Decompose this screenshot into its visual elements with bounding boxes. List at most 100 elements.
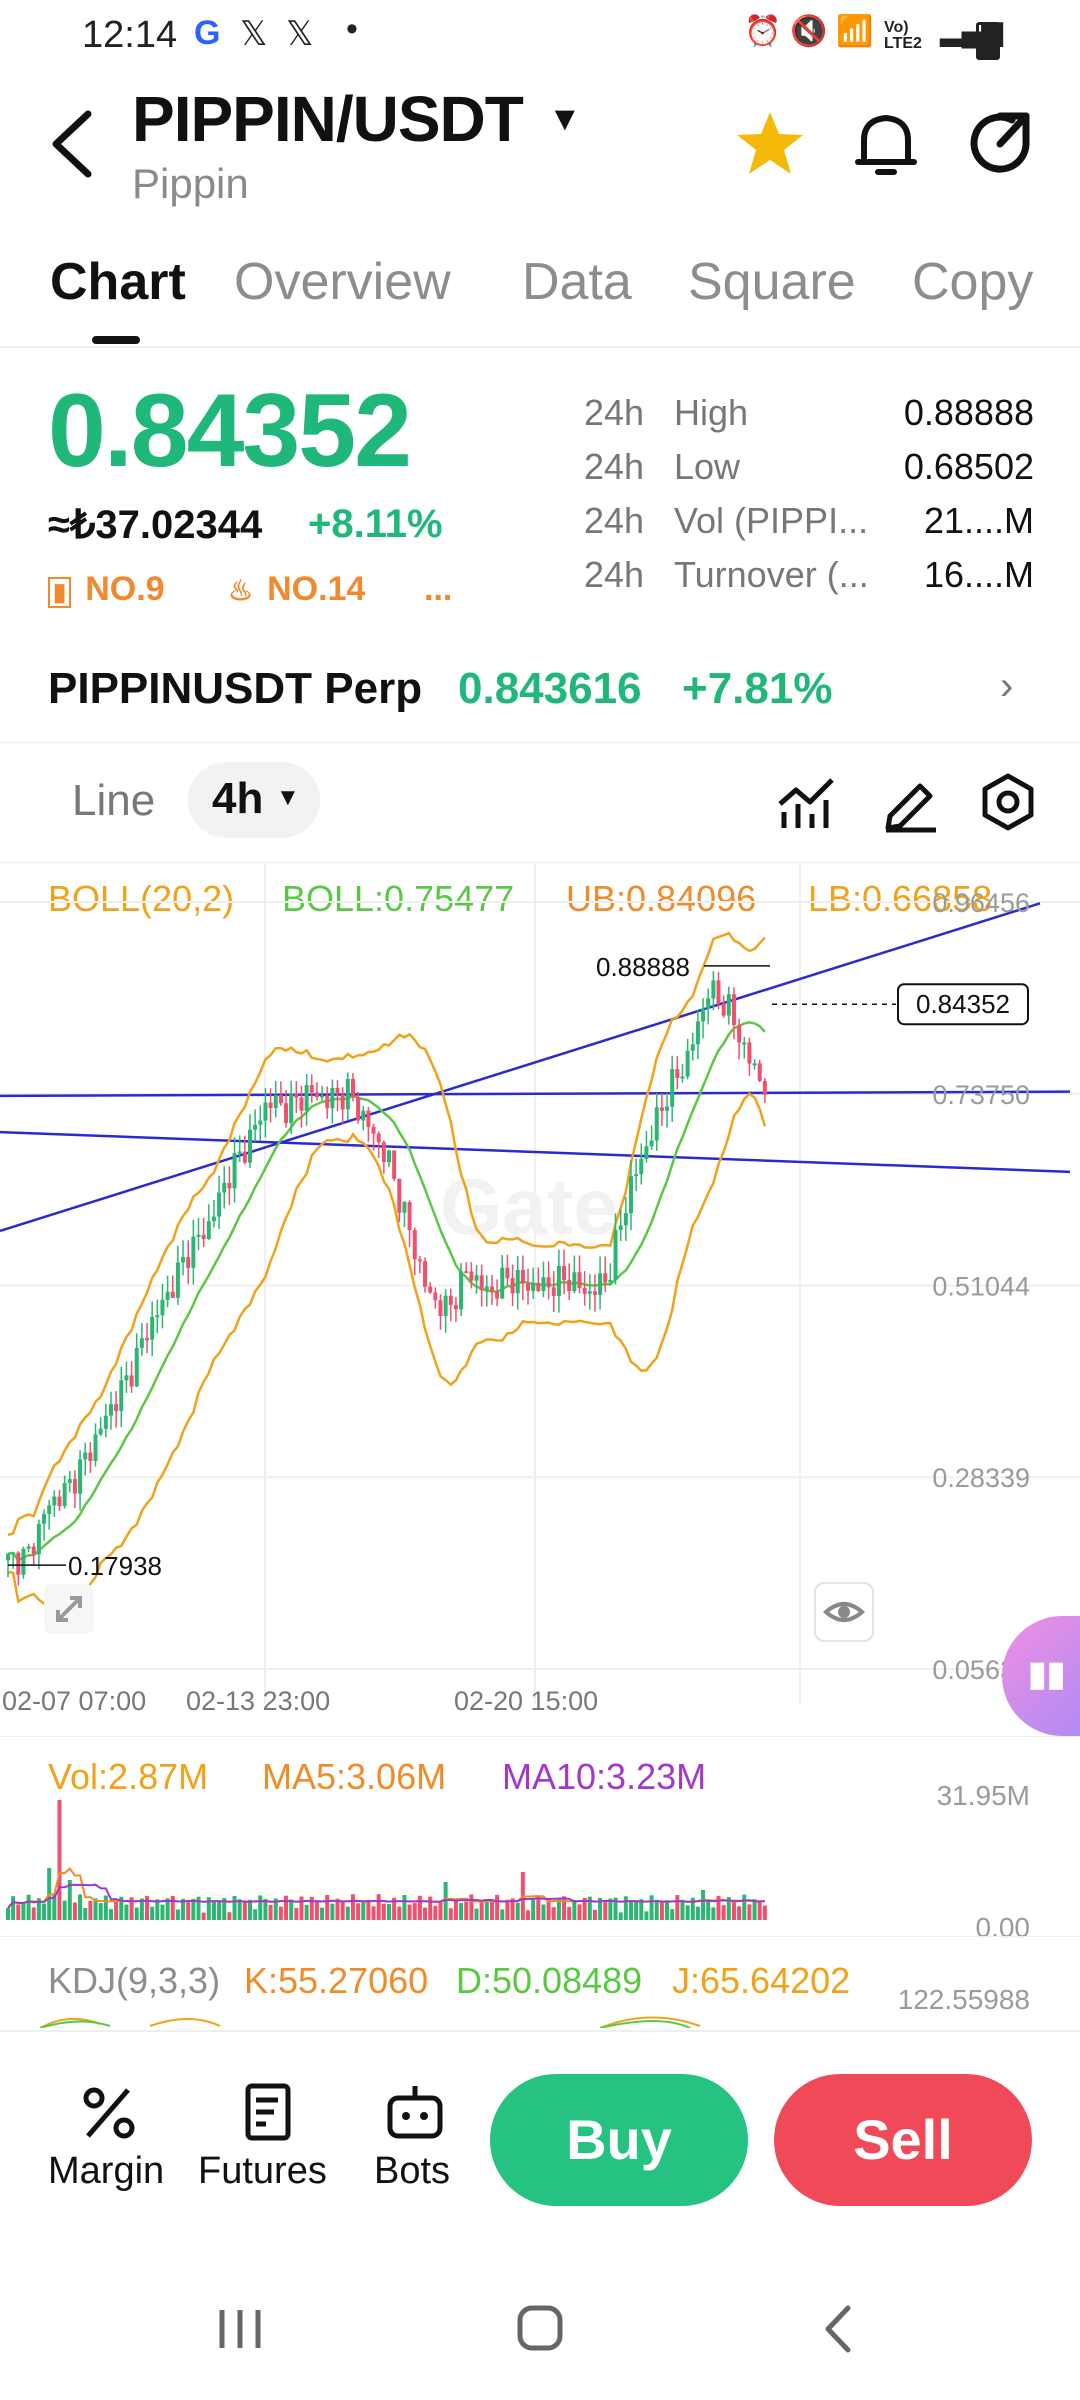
candle-body: [139, 1338, 144, 1348]
candle-body: [273, 1095, 278, 1108]
indicators-button[interactable]: [774, 770, 838, 834]
volume-bar: [618, 1912, 623, 1920]
price-chart[interactable]: Gate 0.88888 0.17938 0.84352 0.96456 0.7375…: [0, 864, 1080, 1714]
candle-body: [489, 1286, 494, 1292]
timeframe-selector[interactable]: [188, 762, 320, 838]
kdj-chart-edge: [39, 2016, 701, 2028]
volume-bar: [232, 1895, 237, 1920]
back-button[interactable]: [46, 104, 106, 184]
candle-body: [479, 1275, 484, 1291]
perp-price: 0.843616: [458, 664, 642, 713]
volume-bar: [67, 1880, 72, 1920]
back-nav-icon: [825, 2305, 851, 2353]
volume-bar: [211, 1900, 216, 1920]
candle-body: [268, 1102, 273, 1108]
volume-bar: [330, 1903, 335, 1920]
volume-bar: [623, 1896, 628, 1920]
volume-bar: [459, 1903, 464, 1920]
candle-body: [88, 1452, 93, 1461]
volume-bar: [217, 1900, 222, 1920]
price-alert-button[interactable]: [846, 104, 926, 184]
tab-overview[interactable]: Overview: [234, 253, 451, 311]
flame-icon: ♨: [228, 575, 254, 606]
candle-body: [438, 1300, 443, 1316]
volume-bar: [639, 1899, 644, 1920]
volume-bar: [356, 1903, 361, 1920]
volume-bar: [541, 1904, 546, 1920]
volume-bar: [495, 1894, 500, 1920]
last-price: 0.84352: [48, 373, 412, 489]
volume-bar: [242, 1902, 247, 1920]
volume-bar: [36, 1898, 41, 1920]
margin-button[interactable]: Margin: [40, 2070, 180, 2210]
volume-bar: [150, 1906, 155, 1920]
home-button[interactable]: [500, 2294, 580, 2364]
candle-body: [531, 1282, 536, 1291]
sell-button[interactable]: Sell: [774, 2074, 1032, 2206]
candle-body: [510, 1278, 515, 1294]
candle-body: [361, 1110, 366, 1121]
volume-bar: [186, 1902, 191, 1920]
volume-bar: [484, 1900, 489, 1920]
candle-body: [392, 1150, 397, 1179]
volume-bar: [145, 1895, 150, 1920]
volume-bar: [31, 1907, 36, 1920]
share-button[interactable]: [960, 104, 1040, 184]
tab-chart[interactable]: Chart: [50, 253, 186, 311]
favorite-star-button[interactable]: [730, 104, 810, 184]
trendlines[interactable]: [0, 902, 1071, 1233]
stat-vol-label: Vol (PIPPI...: [674, 500, 869, 541]
status-bar: 12:14 G 𝕏 𝕏 • ⏰ 🔇 📶 Vo) LTE2 ▂▄▆: [0, 0, 1080, 80]
visibility-toggle-button[interactable]: [814, 1582, 874, 1642]
candle-body: [387, 1150, 391, 1163]
volume-bar: [731, 1901, 736, 1920]
candle-body: [314, 1092, 319, 1098]
candle-body: [366, 1110, 371, 1127]
pair-dropdown-icon[interactable]: ▼: [548, 100, 582, 138]
volume-bar: [464, 1901, 469, 1920]
volume-bar: [191, 1898, 196, 1920]
drawing-tools-button[interactable]: [878, 770, 942, 834]
volume-bar: [268, 1904, 273, 1920]
more-rank-button[interactable]: ...: [424, 570, 453, 608]
volume-bar: [366, 1900, 371, 1920]
volume-bar: [500, 1909, 505, 1920]
rank-badge-1[interactable]: ▮ NO.9: [48, 570, 165, 609]
pair-title[interactable]: PIPPIN/USDT: [132, 83, 524, 155]
trendline-flat: [0, 1090, 1071, 1098]
volume-bar: [479, 1901, 484, 1920]
stat-high-value: 0.88888: [903, 392, 1034, 433]
battery-icon: [976, 22, 1000, 60]
futures-button[interactable]: Futures: [194, 2070, 344, 2210]
rank-badge-2[interactable]: ♨ NO.14: [228, 570, 365, 609]
tab-data[interactable]: Data: [522, 253, 632, 311]
tab-square[interactable]: Square: [688, 253, 856, 311]
stat-low-prefix: 24h: [584, 446, 645, 487]
expand-chart-button[interactable]: [44, 1584, 94, 1634]
candle-body: [402, 1202, 407, 1213]
stat-low-value: 0.68502: [903, 446, 1034, 487]
rank-2-label: NO.14: [267, 570, 366, 608]
buy-button[interactable]: Buy: [490, 2074, 748, 2206]
candle-body: [155, 1315, 160, 1318]
candle-body: [495, 1291, 500, 1299]
rank-bars-icon: ▮: [48, 577, 72, 608]
active-tab-indicator: [92, 336, 140, 344]
fiat-price: ≈₺37.02344: [48, 503, 263, 547]
candle-body: [62, 1483, 67, 1507]
perp-change: +7.81%: [682, 664, 833, 713]
chart-settings-button[interactable]: [976, 770, 1040, 834]
candle-body: [639, 1158, 644, 1175]
bots-button[interactable]: Bots: [360, 2070, 470, 2210]
recent-apps-button[interactable]: [200, 2294, 280, 2364]
candle-body: [520, 1269, 525, 1284]
volume-bar: [453, 1898, 458, 1920]
volume-bar: [98, 1903, 103, 1920]
volume-bar: [284, 1895, 289, 1920]
tab-copy[interactable]: Copy: [912, 253, 1034, 311]
x-axis-label: 02-20 15:00: [454, 1686, 598, 1714]
line-chart-toggle[interactable]: Line: [72, 776, 156, 825]
stat-turnover-prefix: 24h: [584, 554, 645, 595]
volume-bar: [325, 1894, 330, 1920]
back-nav-button[interactable]: [800, 2294, 880, 2364]
